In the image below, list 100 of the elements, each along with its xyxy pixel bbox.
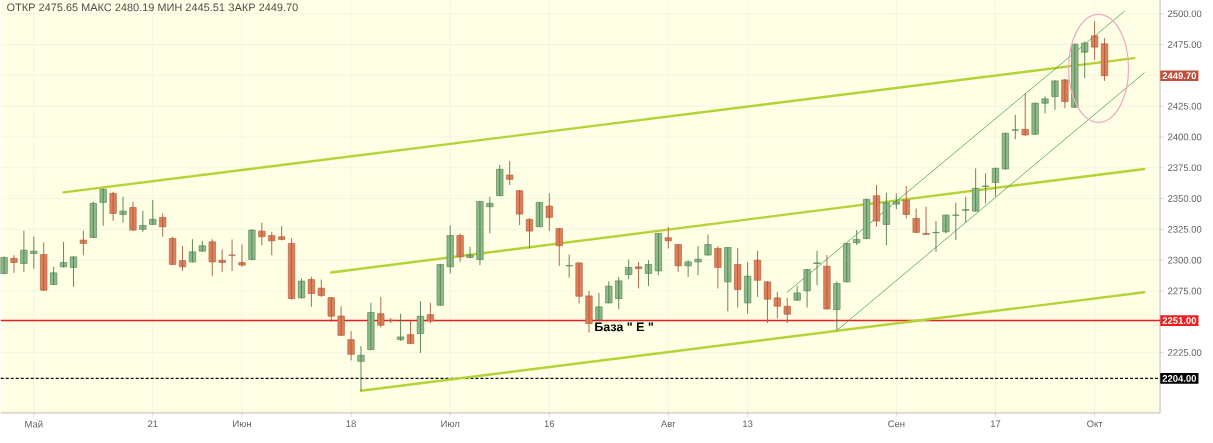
candlestick xyxy=(1081,41,1089,79)
candlestick xyxy=(69,256,78,288)
candlestick xyxy=(664,226,672,250)
candlestick xyxy=(268,231,276,256)
candlestick xyxy=(1041,96,1049,114)
candlestick xyxy=(654,232,662,276)
candlestick xyxy=(773,291,781,320)
y-tick-label: 2325.00 xyxy=(1168,226,1202,233)
candlestick xyxy=(1091,21,1099,61)
candlestick xyxy=(307,276,315,308)
candlestick xyxy=(625,259,633,280)
candlestick xyxy=(208,239,216,277)
x-tick-label: 13 xyxy=(743,420,753,428)
y-tick-label: 2475.00 xyxy=(1168,41,1202,49)
candlestick xyxy=(635,261,643,290)
y-tick-label: 2400.00 xyxy=(1168,133,1202,141)
candlestick xyxy=(674,243,682,273)
candlestick xyxy=(972,168,980,213)
candlestick xyxy=(258,222,266,246)
candlestick xyxy=(40,242,48,292)
candlestick xyxy=(684,259,692,278)
candlestick xyxy=(89,201,97,239)
x-tick-label: 21 xyxy=(147,420,158,428)
candlestick xyxy=(377,296,385,329)
candlestick xyxy=(863,198,871,240)
ref-line-label: 2204.00 xyxy=(1162,375,1197,383)
candlestick xyxy=(149,199,157,226)
candlestick xyxy=(744,261,752,315)
candlestick xyxy=(1001,132,1009,171)
candlestick xyxy=(228,239,236,272)
candlestick xyxy=(436,263,444,307)
x-tick-label: 17 xyxy=(990,420,1001,428)
candlestick xyxy=(694,245,702,276)
x-tick-label: Окт xyxy=(1087,420,1103,428)
candlestick xyxy=(1071,43,1079,109)
candlestick xyxy=(278,225,286,242)
y-tick-label: 2300.00 xyxy=(1168,257,1202,264)
candlestick xyxy=(912,208,920,234)
x-tick-label: 18 xyxy=(346,420,356,428)
candlestick xyxy=(506,160,514,186)
text: 2449.70 xyxy=(1162,72,1197,80)
annotation: База " Е " xyxy=(595,322,653,332)
candlestick xyxy=(704,234,712,256)
candlestick xyxy=(615,276,623,311)
candlestick xyxy=(50,266,58,286)
candlestick xyxy=(188,239,196,264)
candlestick xyxy=(813,250,821,286)
candlestick xyxy=(446,225,454,275)
x-tick-label: 16 xyxy=(544,420,555,428)
candlestick xyxy=(783,297,791,324)
candlestick xyxy=(793,285,801,302)
candlestick xyxy=(317,279,325,298)
candlestick xyxy=(882,192,890,246)
candlestick xyxy=(724,247,732,312)
candlestick xyxy=(853,229,861,246)
candlestick xyxy=(198,240,206,253)
candlestick xyxy=(545,193,553,232)
candlestick xyxy=(605,281,613,304)
candlestick xyxy=(238,244,246,268)
candlestick xyxy=(535,202,543,228)
y-tick-label: 2350.00 xyxy=(1168,195,1202,203)
candlestick xyxy=(139,210,147,233)
ref-line-label: 2251.00 xyxy=(1162,317,1197,325)
x-tick-label: Авг xyxy=(660,420,676,428)
candlestick xyxy=(99,188,107,227)
x-tick-label: Июл xyxy=(441,420,460,428)
candlestick xyxy=(1011,114,1019,140)
candlestick xyxy=(327,296,335,323)
candlestick xyxy=(952,202,960,241)
candlestick xyxy=(892,193,900,211)
candlestick xyxy=(397,313,405,342)
y-tick-label: 2425.00 xyxy=(1168,103,1202,110)
x-tick-label: Июн xyxy=(233,420,251,428)
candlestick xyxy=(119,196,127,224)
candlestick xyxy=(516,189,524,226)
y-tick-label: 2375.00 xyxy=(1168,164,1202,172)
candlestick xyxy=(843,242,851,284)
candlestick xyxy=(565,254,573,279)
candlestick xyxy=(297,278,306,300)
candlestick xyxy=(169,236,177,266)
candlestick xyxy=(10,255,18,274)
y-tick-label: 2225.00 xyxy=(1168,349,1202,357)
x-tick-label: Сен xyxy=(888,420,905,428)
candlestick xyxy=(159,213,167,238)
candlestick xyxy=(387,317,395,324)
candlestick xyxy=(218,249,226,273)
candlestick xyxy=(1021,93,1029,137)
candlestick xyxy=(922,206,930,236)
candlestick xyxy=(79,230,87,256)
y-tick-label: 2500.00 xyxy=(1168,10,1202,18)
candlestick xyxy=(496,164,504,197)
x-tick-label: Май xyxy=(25,420,43,428)
candlestick xyxy=(902,185,910,220)
candlestick xyxy=(30,236,38,270)
candlestick xyxy=(426,302,434,325)
y-tick-label: 2275.00 xyxy=(1168,287,1202,295)
candlestick xyxy=(962,196,970,224)
candlestick xyxy=(734,247,742,309)
candlestick xyxy=(981,173,990,205)
candlestick xyxy=(466,246,474,260)
